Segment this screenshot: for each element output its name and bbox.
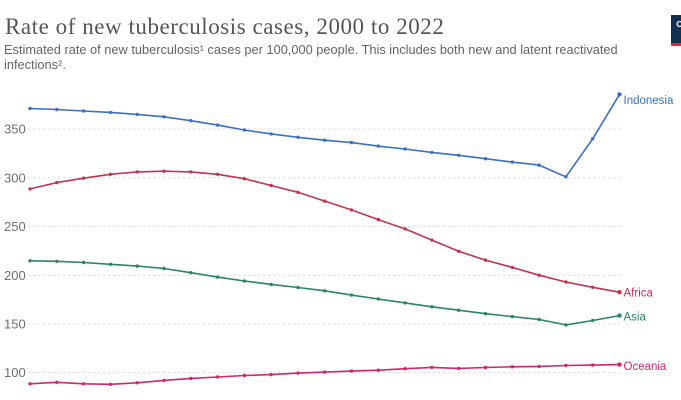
svg-text:Oceania: Oceania xyxy=(624,361,667,373)
svg-text:350: 350 xyxy=(4,122,26,137)
svg-text:250: 250 xyxy=(4,219,26,234)
svg-text:Asia: Asia xyxy=(624,311,647,323)
svg-text:300: 300 xyxy=(4,170,26,185)
svg-text:Indonesia: Indonesia xyxy=(624,95,674,107)
svg-text:150: 150 xyxy=(4,317,26,332)
svg-text:Africa: Africa xyxy=(624,288,654,300)
svg-text:100: 100 xyxy=(4,365,26,380)
svg-text:200: 200 xyxy=(4,268,26,283)
